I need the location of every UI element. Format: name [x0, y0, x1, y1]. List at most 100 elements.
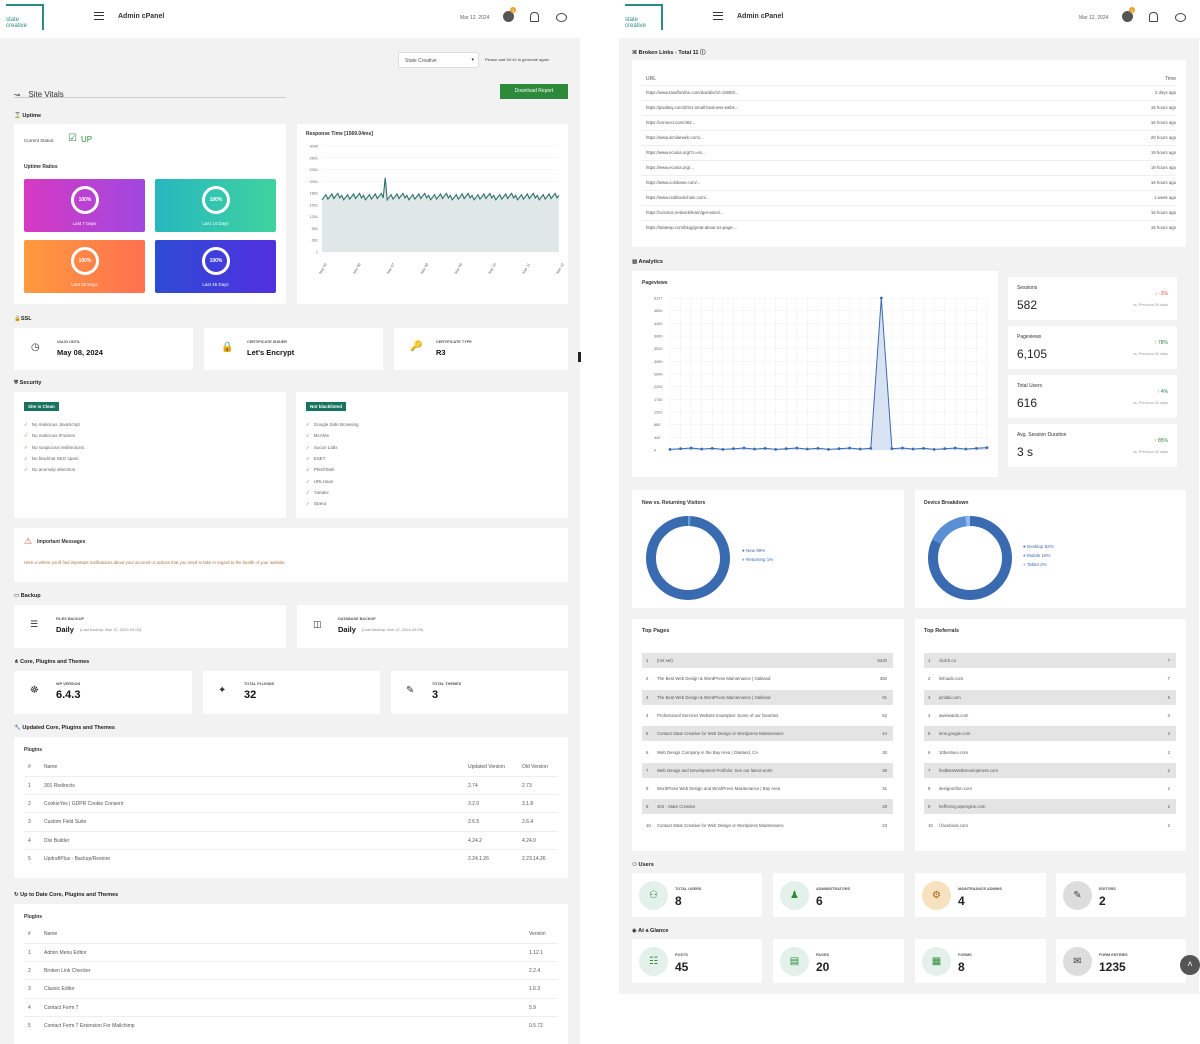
broken-link-time: 1 week ago: [1154, 195, 1176, 200]
table-row: https://www.coinbase.com/... 16 hours ago: [642, 175, 1176, 190]
list-item[interactable]: 4 Professional Services Website Examples:…: [642, 707, 893, 723]
clock-icon[interactable]: [1122, 11, 1133, 22]
broken-link-url[interactable]: https://connect.com/404...: [646, 120, 696, 125]
logo[interactable]: state creative: [6, 4, 44, 30]
broken-link-url[interactable]: https://statewp.com/blog/great-about-us-…: [646, 225, 738, 230]
broken-link-url[interactable]: https://www.riotblockchain.com/...: [646, 195, 710, 200]
list-item[interactable]: 3 The Best Web Design & WordPress Mainten…: [642, 689, 893, 705]
item-count: 350: [879, 676, 887, 682]
download-report-button[interactable]: Download Report: [500, 84, 568, 99]
mail-icon[interactable]: [1175, 13, 1186, 22]
rank: 5: [928, 731, 931, 737]
list-item[interactable]: 6 10bestseo.com 2: [924, 744, 1176, 760]
puzzle-icon: ✦: [218, 685, 227, 696]
header-date: Mar 12, 2024: [1079, 15, 1109, 21]
list-item[interactable]: 7 Web Design and Development Portfolio: S…: [642, 762, 893, 778]
x-tick-label: Mar 10: [488, 263, 497, 275]
table-cell[interactable]: Classic Editor: [44, 986, 75, 993]
broken-link-url[interactable]: https://www.ecosia.org/...: [646, 165, 694, 170]
table-cell[interactable]: Custom Field Suite: [44, 819, 87, 826]
broken-link-time: 16 hours ago: [1150, 180, 1176, 185]
list-item[interactable]: 2 linfoads.com 7: [924, 671, 1176, 687]
check-item: Yandex: [306, 490, 329, 496]
list-item[interactable]: 3 pinlabi.com 5: [924, 689, 1176, 705]
y-tick-label: 2001: [310, 180, 318, 184]
x-tick-label: Mar 07: [386, 263, 395, 275]
data-point: [858, 447, 862, 451]
broken-link-url[interactable]: https://www.coinbase.com/...: [646, 180, 701, 185]
broken-link-url[interactable]: https://www.ecosia.org/?c=en...: [646, 150, 706, 155]
table-header: # Name Version: [24, 925, 558, 943]
list-item[interactable]: 9 404 - State Creative 28: [642, 799, 893, 815]
table-cell[interactable]: Divi Builder: [44, 837, 70, 844]
x-tick-label: Mar 09: [454, 263, 463, 275]
table-cell[interactable]: UpdraftPlus - Backup/Restore: [44, 855, 111, 862]
users-icon: ⚇: [639, 881, 668, 910]
menu-icon[interactable]: [94, 12, 104, 20]
data-point: [879, 296, 883, 300]
logo[interactable]: state creative: [625, 4, 663, 30]
count-card: ☷ POSTS 45: [632, 939, 762, 983]
table-row: https://statewp.com/blog/great-about-us-…: [642, 220, 1176, 235]
list-item[interactable]: 8 WordPress Web Design and WordPress Main…: [642, 781, 893, 797]
list-item[interactable]: 5 lens.google.com 3: [924, 726, 1176, 742]
list-item[interactable]: 9 heffnsrzg.wpengine.com 2: [924, 799, 1176, 815]
table-cell[interactable]: Admin Menu Editor: [44, 950, 87, 956]
wp-version-card: ☸ WP VERSION 6.4.3: [14, 671, 192, 714]
bell-icon[interactable]: [530, 12, 539, 22]
item-name: heffnsrzg.wpengine.com: [939, 804, 986, 810]
series-line: [321, 177, 560, 202]
header-title: Admin cPanel: [118, 13, 165, 20]
item-count: 3: [1167, 731, 1170, 737]
data-point: [953, 446, 957, 450]
scroll-top-button[interactable]: ˄: [1180, 955, 1200, 975]
item-count: 5: [1167, 694, 1170, 700]
clock-icon[interactable]: [503, 11, 514, 22]
table-cell[interactable]: Contact Form 7: [44, 1004, 79, 1011]
table-cell: 2: [28, 968, 31, 975]
y-tick-label: 880: [654, 423, 660, 427]
brush-icon: ✎: [406, 685, 415, 696]
rank: 1: [646, 658, 649, 663]
table-cell: 2.23.14.26: [522, 855, 546, 862]
site-select[interactable]: State Creative ▾: [398, 52, 479, 68]
table-cell: 1: [28, 950, 31, 956]
table-cell[interactable]: Broken Link Checker: [44, 968, 91, 975]
data-point: [975, 446, 978, 450]
y-tick-label: 4840: [654, 309, 662, 313]
list-item[interactable]: 2 The Best Web Design & WordPress Mainten…: [642, 671, 893, 687]
list-item[interactable]: 4 awwwards.com 3: [924, 707, 1176, 723]
top-pages-title: Top Pages: [642, 628, 670, 634]
y-tick-label: 1760: [654, 398, 662, 402]
table-row: 4 Contact Form 7 5.9: [24, 997, 558, 1016]
list-item[interactable]: 5 Contact State Creative for Web Design o…: [642, 726, 893, 742]
table-cell[interactable]: CookieYes | GDPR Cookie Consent: [44, 801, 124, 808]
mail-icon[interactable]: [556, 13, 567, 22]
list-item[interactable]: 1 clutch.co 7: [924, 653, 1176, 668]
list-item[interactable]: 1 (not set) 5220: [642, 653, 893, 668]
item-count: 36: [882, 767, 887, 773]
table-cell[interactable]: Contact Form 7 Extension For Mailchimp: [44, 1022, 135, 1029]
list-item[interactable]: 8 designerfirm.com 2: [924, 781, 1176, 797]
item-count: 2: [1167, 767, 1170, 773]
bell-icon[interactable]: [1149, 12, 1158, 22]
broken-link-url[interactable]: https://cosmos.network/learn/get-atom/..…: [646, 210, 724, 215]
item-count: 91: [882, 694, 887, 700]
table-cell: 3.2.0: [468, 801, 480, 808]
response-time-card: Response Time [1569.04ms] 3000 2601 2301 20…: [297, 124, 568, 304]
broken-link-url[interactable]: https://www.similarweb.com/...: [646, 135, 704, 140]
list-item[interactable]: 10 l.facebook.com 2: [924, 817, 1176, 833]
list-item[interactable]: 10 Contact State Creative for Web Design …: [642, 817, 893, 833]
list-item[interactable]: 7 findBestWebDevelopment.com 2: [924, 762, 1176, 778]
visitors-donut: [646, 516, 730, 600]
broken-link-url[interactable]: https://pixabay.com/2021-small-business-…: [646, 105, 739, 110]
broken-link-url[interactable]: https://www.tandfonline.com/doi/abs/10.1…: [646, 90, 739, 95]
item-count: 2: [1167, 786, 1170, 792]
menu-icon[interactable]: [713, 12, 723, 20]
list-item[interactable]: 6 Web Design Company in the Bay Area | Oa…: [642, 744, 893, 760]
table-row: https://www.similarweb.com/... 20 hours a…: [642, 130, 1176, 145]
forms-icon: ▦: [922, 947, 951, 976]
table-cell[interactable]: 301 Redirects: [44, 783, 75, 789]
stat-card: Total Users 616 ↑ 4% vs. Previous 30 days: [1008, 375, 1177, 418]
y-tick-label: 5127: [654, 297, 662, 301]
